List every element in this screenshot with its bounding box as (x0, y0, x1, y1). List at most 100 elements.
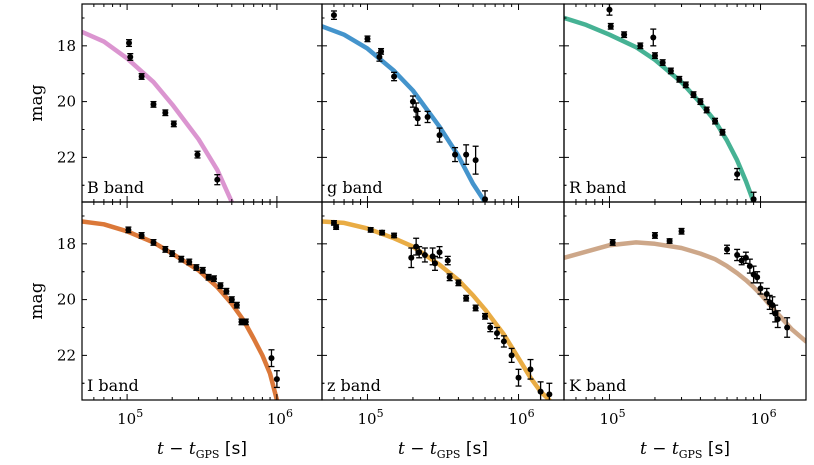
x-tick-label: 105 (357, 407, 383, 428)
data-marker (376, 53, 383, 60)
model-curve-b (82, 29, 235, 202)
data-point-b-3 (150, 100, 157, 108)
data-point-k-10 (754, 271, 761, 284)
data-point-z-6 (413, 237, 420, 256)
data-point-z-18 (487, 322, 494, 333)
data-marker (667, 67, 674, 74)
data-point-z-15 (463, 294, 470, 302)
model-curve-k (564, 240, 806, 344)
data-point-g-7 (414, 110, 421, 126)
data-point-i-16 (242, 318, 249, 326)
data-point-r-12 (703, 106, 710, 114)
data-marker (391, 73, 398, 80)
y-tick-label: 22 (57, 148, 76, 166)
x-axis-label: t − tGPS [s] (398, 439, 488, 461)
panel-frame-i (81, 201, 323, 401)
data-marker (659, 59, 666, 66)
data-marker (391, 232, 398, 239)
data-point-r-9 (682, 81, 689, 89)
data-marker (162, 109, 169, 116)
panel-k-band (564, 227, 806, 344)
data-marker (424, 113, 431, 120)
data-point-z-8 (421, 247, 428, 263)
x-axis-label: t − tGPS [s] (640, 439, 730, 461)
data-point-i-12 (223, 287, 230, 295)
data-marker (697, 98, 704, 105)
data-marker (637, 42, 644, 49)
data-point-i-6 (186, 258, 193, 266)
data-marker (444, 257, 451, 264)
data-point-z-12 (444, 255, 451, 266)
data-point-k-16 (774, 310, 781, 329)
data-marker (223, 288, 230, 295)
data-marker (126, 40, 133, 47)
data-marker (537, 388, 544, 395)
data-point-r-10 (690, 91, 697, 99)
data-marker (228, 296, 235, 303)
data-point-i-14 (233, 301, 240, 309)
data-marker (757, 285, 764, 292)
data-point-z-22 (515, 368, 522, 387)
x-tick-label: 106 (267, 407, 293, 428)
data-marker (763, 291, 770, 298)
data-marker (194, 151, 201, 158)
data-point-g-0 (330, 10, 337, 20)
band-label-z: z band (327, 376, 381, 395)
data-marker (487, 324, 494, 331)
data-point-z-2 (367, 226, 374, 233)
data-point-r-3 (637, 42, 644, 50)
data-point-g-10 (452, 146, 459, 163)
data-point-r-13 (712, 117, 719, 125)
data-marker (205, 274, 212, 281)
y-tick-label: 20 (57, 93, 76, 111)
model-curve-i (82, 219, 280, 400)
data-point-z-19 (493, 326, 500, 340)
data-marker (186, 258, 193, 265)
data-marker (214, 176, 221, 183)
data-marker (436, 249, 443, 256)
panel-b-band (82, 29, 235, 202)
data-point-k-0 (609, 238, 616, 246)
model-curve-g (322, 24, 488, 202)
panel-i-band (82, 219, 280, 400)
data-marker (413, 243, 420, 250)
data-point-g-4 (391, 71, 398, 82)
data-point-k-3 (678, 227, 685, 235)
data-marker (609, 239, 616, 246)
panel-z-band (322, 219, 553, 400)
y-tick-label: 18 (57, 37, 76, 55)
data-point-k-9 (750, 265, 757, 284)
data-marker (527, 366, 534, 373)
data-marker (138, 232, 145, 239)
data-point-z-23 (527, 358, 534, 380)
data-marker (169, 250, 176, 257)
data-point-b-5 (170, 120, 177, 128)
data-point-i-5 (178, 255, 185, 263)
data-marker (500, 338, 507, 345)
data-point-k-2 (666, 238, 673, 245)
data-point-r-14 (719, 128, 726, 136)
data-marker (738, 257, 745, 264)
data-marker (408, 254, 415, 261)
axes-layer: 18 20 22 mag 18 20 22 mag 105 106 t − tGPS [s] 105 1… (27, 3, 807, 461)
data-marker (774, 316, 781, 323)
data-point-k-17 (784, 317, 791, 338)
panel-frame-g (321, 3, 565, 203)
data-point-k-8 (746, 258, 753, 274)
data-marker (150, 101, 157, 108)
x-tick-label: 106 (751, 407, 777, 428)
data-point-i-17 (268, 349, 275, 368)
data-point-z-17 (482, 312, 489, 320)
data-point-r-1 (607, 22, 614, 30)
data-marker (482, 313, 489, 320)
data-marker (367, 226, 374, 233)
data-point-z-16 (472, 304, 479, 312)
data-marker (676, 76, 683, 83)
band-label-r: R band (569, 178, 626, 197)
data-marker (199, 267, 206, 274)
data-point-g-3 (378, 47, 385, 55)
y-tick-label: 20 (57, 291, 76, 309)
data-marker (784, 324, 791, 331)
data-point-z-3 (379, 229, 386, 236)
